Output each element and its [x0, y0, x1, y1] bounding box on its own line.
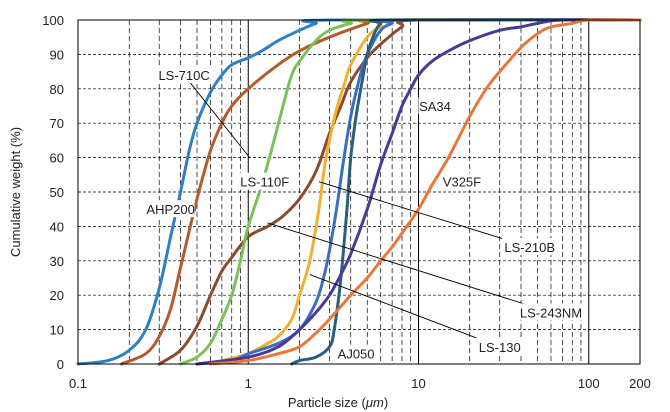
label-background [502, 238, 558, 256]
series-label-sa34: SA34 [419, 99, 451, 114]
leader-line-ls-710c [183, 74, 251, 158]
y-tick-label: 0 [57, 357, 64, 372]
x-tick-label: 1 [245, 376, 252, 391]
annotation-layer: LS-710C LS-110F AHP200 SA34 V325F LS-210B LS-2… [146, 66, 583, 362]
series-line-ls-710c [76, 18, 642, 366]
series-line-sa34 [195, 18, 642, 366]
leader-line-ls-210b [318, 181, 530, 248]
label-background [519, 303, 583, 321]
leader-line-ls-243nm [267, 222, 552, 313]
y-tick-label: 100 [42, 13, 64, 28]
series-label-ls-110f: LS-110F [240, 175, 289, 190]
y-tick-label: 30 [50, 254, 64, 269]
series-line-ahp200 [157, 17, 642, 366]
label-background [418, 97, 452, 114]
x-axis-title: Particle size (μm) [288, 395, 388, 410]
y-tick-label: 60 [50, 151, 64, 166]
x-axis-ticks: 0.1 1 10 100 200 [69, 376, 651, 391]
y-tick-label: 40 [50, 219, 64, 234]
y-axis-title: Cumulative weight (%) [8, 127, 23, 257]
series-label-ls-243nm: LS-243NM [520, 305, 582, 320]
plot-frame [77, 19, 641, 365]
series-label-v325f: V325F [443, 175, 481, 190]
label-background [441, 172, 483, 190]
y-tick-label: 50 [50, 185, 64, 200]
series-label-ls-710c: LS-710C [158, 68, 209, 83]
series-label-aj050: AJ050 [338, 347, 375, 362]
label-background [237, 172, 293, 190]
y-tick-label: 80 [50, 82, 64, 97]
y-tick-label: 90 [50, 47, 64, 62]
label-background [146, 200, 195, 218]
series-label-ahp200: AHP200 [146, 202, 194, 217]
series-line-ls-210b [179, 18, 642, 366]
series-label-ls-130: LS-130 [479, 340, 521, 355]
y-axis-ticks: 0 10 20 30 40 50 60 70 80 90 100 [42, 13, 64, 372]
x-tick-label: 100 [578, 376, 600, 391]
leader-line-ls-130 [309, 274, 500, 348]
series-layer [76, 17, 642, 366]
series-label-ls-210b: LS-210B [504, 240, 555, 255]
y-tick-label: 20 [50, 288, 64, 303]
label-background [475, 337, 524, 355]
x-tick-label: 0.1 [69, 376, 87, 391]
label-background [335, 344, 377, 362]
series-line-aj050 [290, 18, 642, 366]
label-background [156, 66, 212, 84]
series-line-ls-110f [119, 18, 642, 366]
y-tick-label: 10 [50, 323, 64, 338]
x-tick-label: 10 [411, 376, 425, 391]
series-line-ls-243nm [195, 18, 642, 366]
series-line-v325f [208, 18, 642, 366]
y-tick-label: 70 [50, 116, 64, 131]
x-tick-label: 200 [629, 376, 651, 391]
series-line-ls-130 [195, 17, 642, 366]
